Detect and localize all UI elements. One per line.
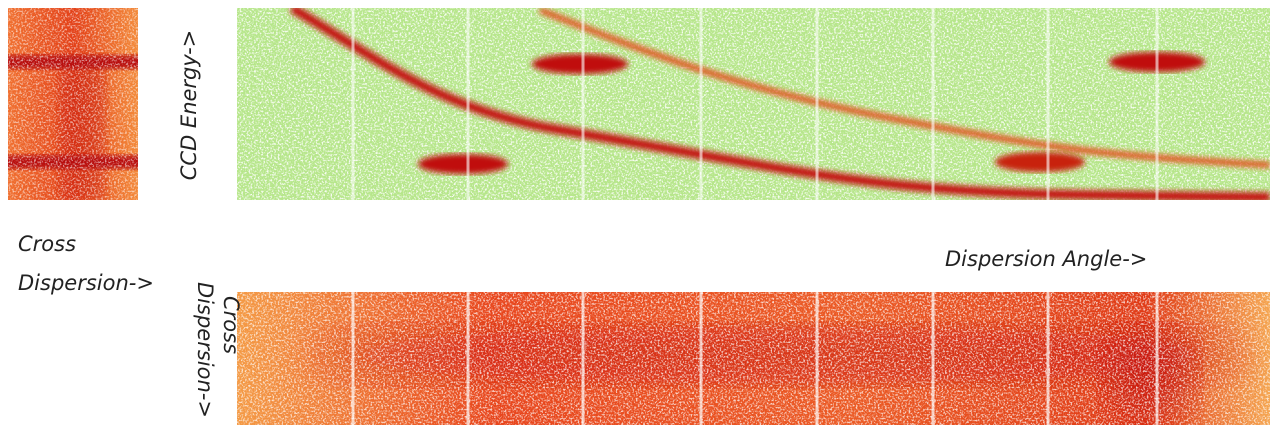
cross-dispersion-label: Cross: [18, 232, 76, 256]
bottom-image: [237, 292, 1270, 425]
left-image: [8, 8, 138, 200]
cross-dispersion-label: Dispersion->: [18, 271, 154, 295]
ccd-energy-label: CCD Energy->: [177, 30, 201, 181]
bottom-axis-label: Cross: [219, 296, 243, 354]
bottom-axis-label: Dispersion->: [193, 282, 217, 418]
dispersion-angle-label: Dispersion Angle->: [945, 247, 1147, 271]
top-image: [237, 8, 1270, 200]
